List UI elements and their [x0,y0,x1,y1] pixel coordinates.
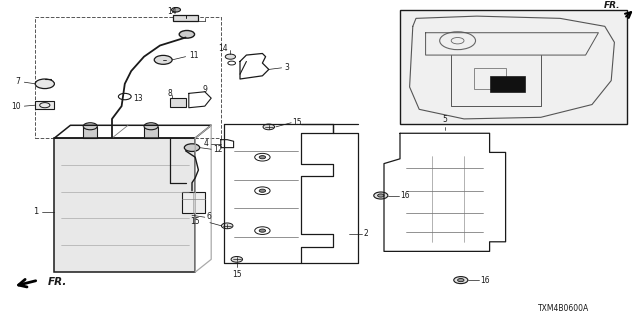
Circle shape [259,156,266,159]
Bar [182,192,205,213]
Text: 16: 16 [401,191,410,200]
Text: 11: 11 [189,51,198,60]
Bar [144,127,158,138]
Circle shape [221,223,233,229]
Bar [54,138,195,272]
Bar [490,76,525,92]
Text: 14: 14 [166,6,177,15]
Bar [400,10,627,124]
Text: TXM4B0600A: TXM4B0600A [538,304,589,313]
Text: 15: 15 [292,117,302,127]
Circle shape [144,123,158,130]
Text: 13: 13 [133,94,143,103]
Text: 8: 8 [167,89,172,98]
Text: 16: 16 [481,276,490,284]
Text: 4: 4 [203,139,208,148]
Text: 14: 14 [218,44,228,52]
Text: 6: 6 [207,212,212,221]
Text: 1: 1 [33,207,38,216]
Circle shape [259,189,266,192]
Circle shape [225,54,236,59]
Text: 10: 10 [11,102,20,111]
Text: 9: 9 [202,85,207,94]
Bar [170,98,186,107]
Circle shape [458,278,464,282]
Circle shape [172,7,180,12]
Circle shape [83,123,97,130]
Circle shape [184,144,200,151]
Bar [35,17,221,138]
Bar [474,68,506,89]
Text: 7: 7 [15,77,20,86]
Text: 2: 2 [364,229,368,238]
Text: FR.: FR. [48,277,67,287]
Text: FR.: FR. [604,1,621,10]
Bar [173,15,198,21]
Circle shape [378,194,384,197]
Text: 15: 15 [190,217,200,226]
Text: 5: 5 [442,115,447,124]
Bar [83,127,97,138]
Circle shape [35,79,54,89]
Circle shape [231,256,243,262]
Circle shape [154,55,172,64]
Text: 12: 12 [213,145,223,154]
Circle shape [263,124,275,130]
Bar [35,101,54,109]
Text: 15: 15 [232,270,242,279]
Text: 3: 3 [285,63,290,72]
Circle shape [259,229,266,232]
Circle shape [179,30,195,38]
Circle shape [454,276,468,284]
Circle shape [374,192,388,199]
